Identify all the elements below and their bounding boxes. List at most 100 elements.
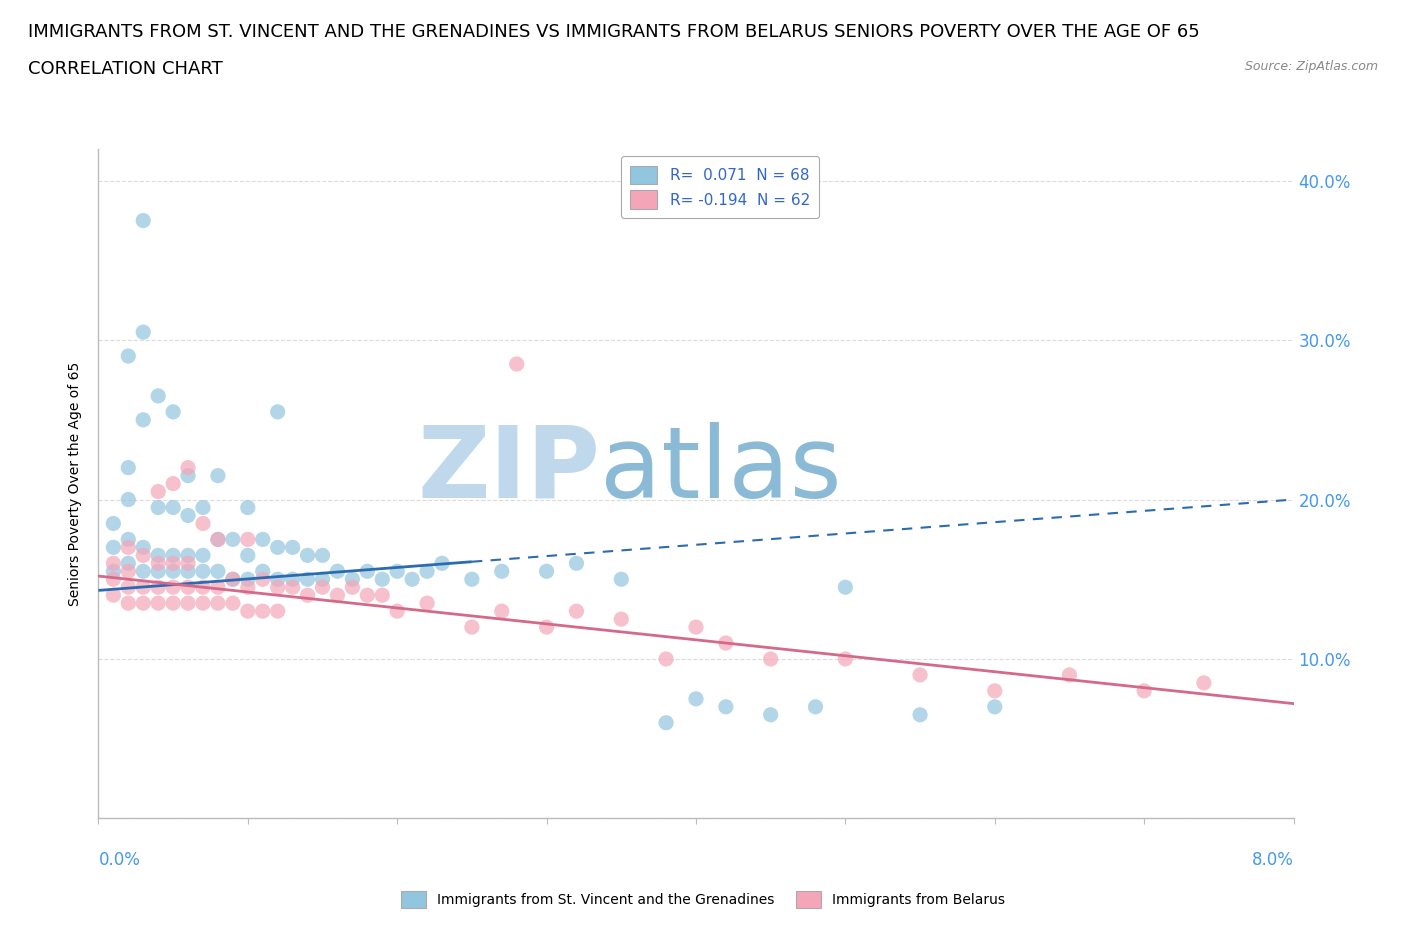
Point [103,588,125,603]
Point [132,596,155,611]
Point [236,572,259,587]
Text: 8.0%: 8.0% [1251,851,1294,869]
Point [117,556,139,571]
Point [117,579,139,594]
Point [207,579,229,594]
Point [162,476,184,491]
Point [222,572,245,587]
Text: 0.0%: 0.0% [98,851,141,869]
Point [117,532,139,547]
Point [252,532,274,547]
Point [132,325,155,339]
Point [267,540,290,555]
Point [461,572,484,587]
Point [132,213,155,228]
Point [103,516,125,531]
Point [1192,675,1215,690]
Point [267,604,290,618]
Text: Source: ZipAtlas.com: Source: ZipAtlas.com [1244,60,1378,73]
Point [191,564,214,578]
Point [714,635,737,650]
Point [236,548,259,563]
Point [326,588,349,603]
Point [416,564,439,578]
Point [342,579,364,594]
Point [565,556,588,571]
Point [430,556,453,571]
Point [222,596,245,611]
Point [148,579,170,594]
Point [536,564,558,578]
Point [297,588,319,603]
Text: atlas: atlas [600,421,842,519]
Point [207,532,229,547]
Point [655,652,678,667]
Point [908,708,931,723]
Point [162,548,184,563]
Point [207,564,229,578]
Point [311,572,333,587]
Point [103,572,125,587]
Point [177,596,200,611]
Point [267,579,290,594]
Point [132,412,155,427]
Point [117,540,139,555]
Text: CORRELATION CHART: CORRELATION CHART [28,60,224,78]
Text: ZIP: ZIP [418,421,600,519]
Point [983,699,1005,714]
Point [267,572,290,587]
Point [983,684,1005,698]
Point [177,564,200,578]
Point [177,460,200,475]
Point [236,500,259,515]
Point [685,619,707,634]
Point [759,652,782,667]
Point [281,540,304,555]
Point [132,540,155,555]
Point [385,564,409,578]
Point [281,572,304,587]
Point [297,572,319,587]
Point [117,596,139,611]
Point [326,564,349,578]
Point [117,349,139,364]
Point [103,556,125,571]
Point [117,492,139,507]
Point [491,564,513,578]
Point [281,579,304,594]
Point [177,468,200,483]
Point [132,564,155,578]
Point [371,588,394,603]
Point [191,516,214,531]
Legend: Immigrants from St. Vincent and the Grenadines, Immigrants from Belarus: Immigrants from St. Vincent and the Gren… [395,885,1011,914]
Point [222,532,245,547]
Point [162,596,184,611]
Point [356,564,378,578]
Point [236,532,259,547]
Point [103,540,125,555]
Point [834,579,856,594]
Point [610,612,633,627]
Point [252,572,274,587]
Point [804,699,827,714]
Point [252,604,274,618]
Point [177,579,200,594]
Point [148,556,170,571]
Legend: R=  0.071  N = 68, R= -0.194  N = 62: R= 0.071 N = 68, R= -0.194 N = 62 [620,156,820,219]
Point [148,564,170,578]
Point [191,579,214,594]
Point [162,500,184,515]
Point [177,548,200,563]
Point [311,548,333,563]
Point [908,668,931,683]
Point [491,604,513,618]
Point [356,588,378,603]
Point [191,596,214,611]
Point [714,699,737,714]
Point [148,485,170,499]
Point [565,604,588,618]
Point [148,500,170,515]
Point [759,708,782,723]
Point [342,572,364,587]
Point [610,572,633,587]
